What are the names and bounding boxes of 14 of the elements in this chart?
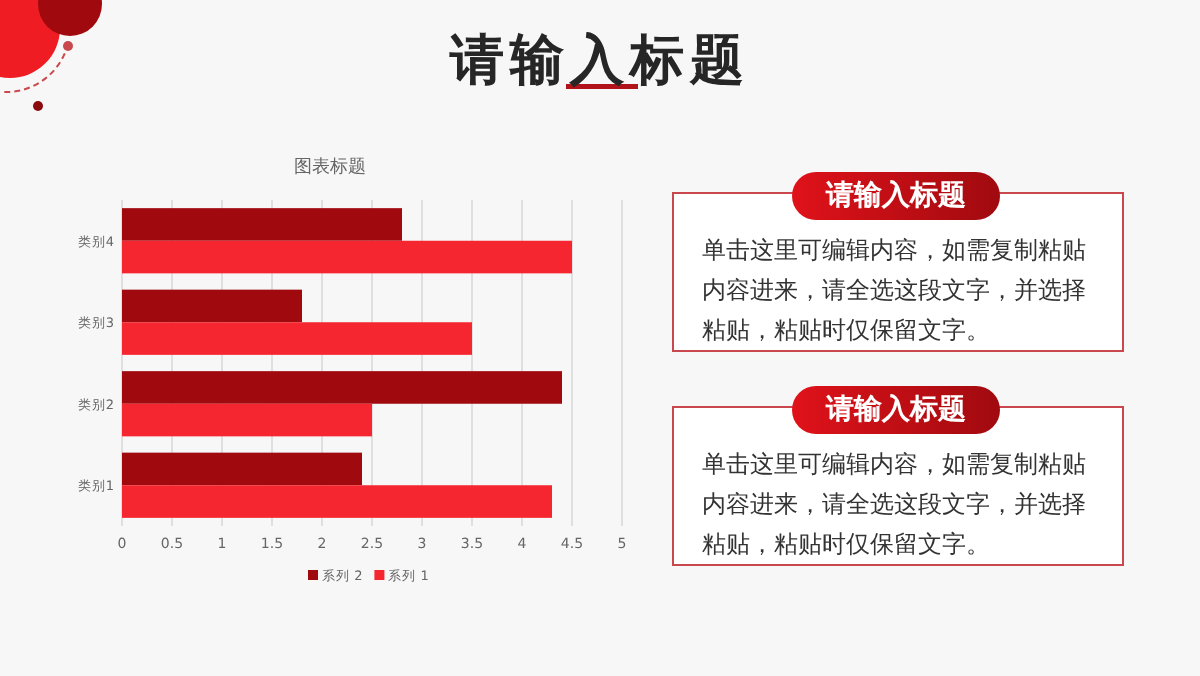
bar [122,485,552,518]
bar [122,371,562,404]
chart-title: 图表标题 [294,156,366,178]
text: 请输入标题 [447,28,752,96]
bar [122,452,362,486]
text: 请输入标题 [792,386,1000,434]
text: 请输入标题 [792,172,1000,220]
bar [122,289,302,323]
bar [122,322,472,355]
text: 单击这里可编辑内容，如需复制粘贴内容进来，请全选这段文字，并选择粘贴，粘贴时仅保留文字。 [702,448,1088,562]
text: 单击这里可编辑内容，如需复制粘贴内容进来，请全选这段文字，并选择粘贴，粘贴时仅保留文字。 [702,234,1088,348]
bar [122,240,572,274]
bar [122,208,402,241]
bar [122,403,372,437]
